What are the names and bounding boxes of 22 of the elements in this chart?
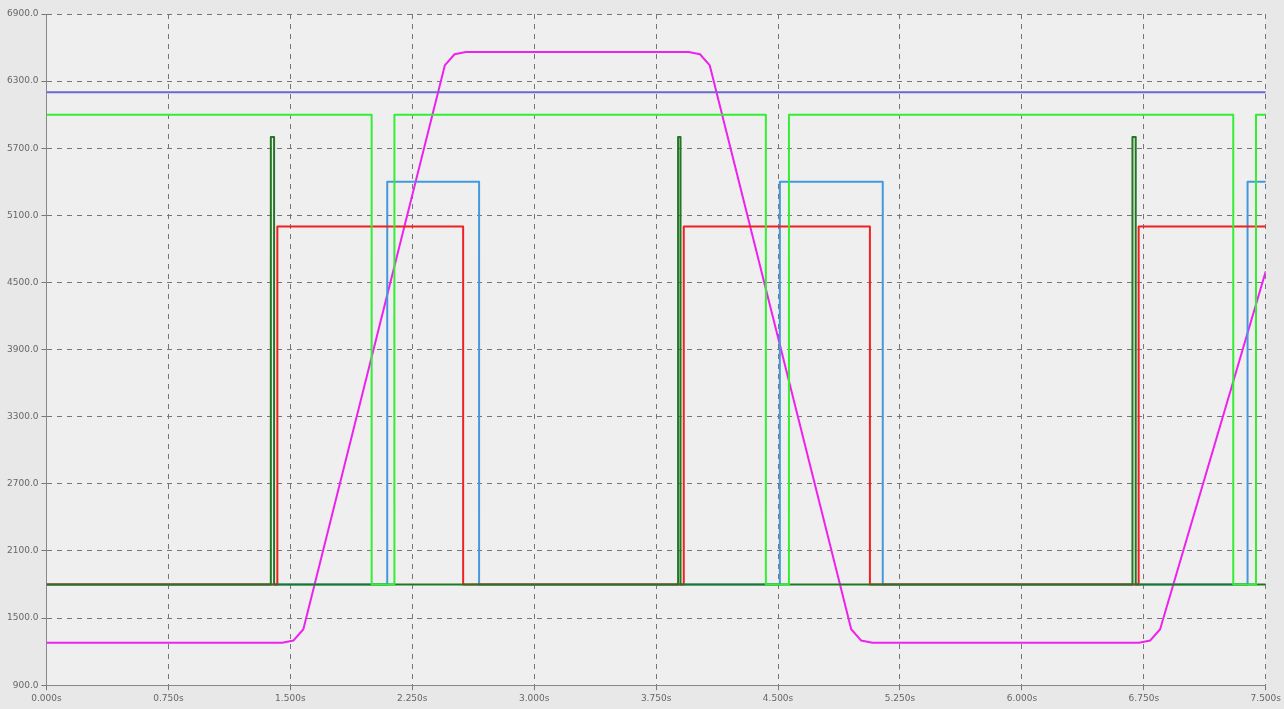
y-tick-label: 6300.0: [6, 75, 39, 86]
x-tick-label: 1.500s: [275, 692, 306, 703]
x-tick-label: 0.000s: [31, 692, 63, 703]
y-tick-label: 6900.0: [6, 8, 39, 19]
x-tick-label: 2.250s: [397, 692, 428, 703]
y-tick-label: 900.0: [12, 679, 39, 690]
y-tick-label: 3900.0: [6, 343, 39, 354]
x-tick-label: 6.750s: [1128, 692, 1160, 703]
x-tick-label: 7.500s: [1250, 692, 1282, 703]
x-tick-label: 0.750s: [153, 692, 184, 703]
y-tick-label: 3300.0: [6, 411, 39, 422]
y-tick-label: 5100.0: [6, 209, 39, 220]
x-tick-label: 4.500s: [762, 692, 794, 703]
x-tick-label: 6.000s: [1006, 692, 1038, 703]
x-tick-label: 5.250s: [884, 692, 916, 703]
y-tick-label: 1500.0: [6, 612, 39, 623]
y-tick-label: 2700.0: [6, 478, 39, 489]
y-tick-label: 5700.0: [6, 142, 39, 153]
y-tick-label: 2100.0: [6, 545, 39, 556]
x-tick-label: 3.000s: [518, 692, 550, 703]
y-tick-label: 4500.0: [6, 276, 39, 287]
x-tick-label: 3.750s: [640, 692, 672, 703]
